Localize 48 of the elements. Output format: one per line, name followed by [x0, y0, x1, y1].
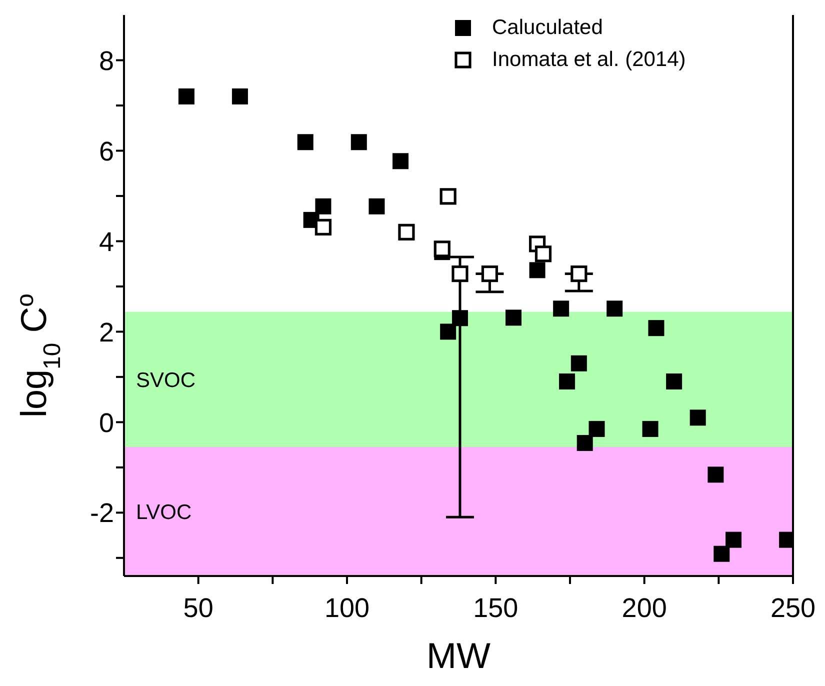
- x-tick-label: 200: [622, 593, 667, 624]
- point: [452, 265, 468, 282]
- point: [368, 198, 385, 214]
- y-tick-label: 8: [98, 46, 114, 76]
- point: [529, 262, 546, 278]
- band-label: SVOC: [136, 368, 196, 392]
- point: [534, 246, 552, 262]
- point: [648, 320, 664, 336]
- point: [666, 373, 682, 390]
- point: [178, 88, 194, 104]
- point: [314, 218, 332, 236]
- y-tick-label: 4: [98, 226, 114, 257]
- point: [506, 310, 522, 326]
- point: [606, 300, 623, 317]
- y-tick-label: -2: [90, 498, 114, 528]
- point: [714, 546, 730, 562]
- point: [553, 300, 570, 317]
- point: [452, 310, 468, 326]
- y-tick-label: 6: [98, 136, 114, 166]
- point: [440, 188, 456, 205]
- point: [588, 420, 605, 437]
- point: [481, 265, 498, 282]
- point: [690, 410, 706, 426]
- y-tick-label: 0: [98, 408, 114, 438]
- x-tick-label: 250: [770, 593, 816, 624]
- point: [350, 134, 367, 150]
- point: [315, 198, 332, 214]
- point: [708, 466, 724, 483]
- point: [559, 373, 576, 390]
- point: [392, 153, 409, 170]
- band-label: LVOC: [136, 500, 192, 524]
- x-tick-label: 100: [324, 593, 370, 624]
- point: [440, 324, 456, 340]
- x-tick-label: 150: [473, 593, 518, 624]
- point: [570, 265, 588, 282]
- point: [398, 224, 415, 240]
- y-tick-label: 2: [98, 317, 114, 348]
- legend-label: Inomata et al. (2014): [492, 48, 686, 72]
- x-tick-label: 50: [183, 593, 214, 624]
- point: [642, 420, 658, 437]
- point: [434, 240, 450, 258]
- point: [297, 134, 314, 150]
- point: [726, 532, 742, 548]
- point: [576, 434, 593, 451]
- legend-label: Caluculated: [492, 16, 603, 40]
- point: [232, 88, 248, 104]
- x-axis-title: MW: [426, 635, 491, 676]
- point: [570, 355, 587, 372]
